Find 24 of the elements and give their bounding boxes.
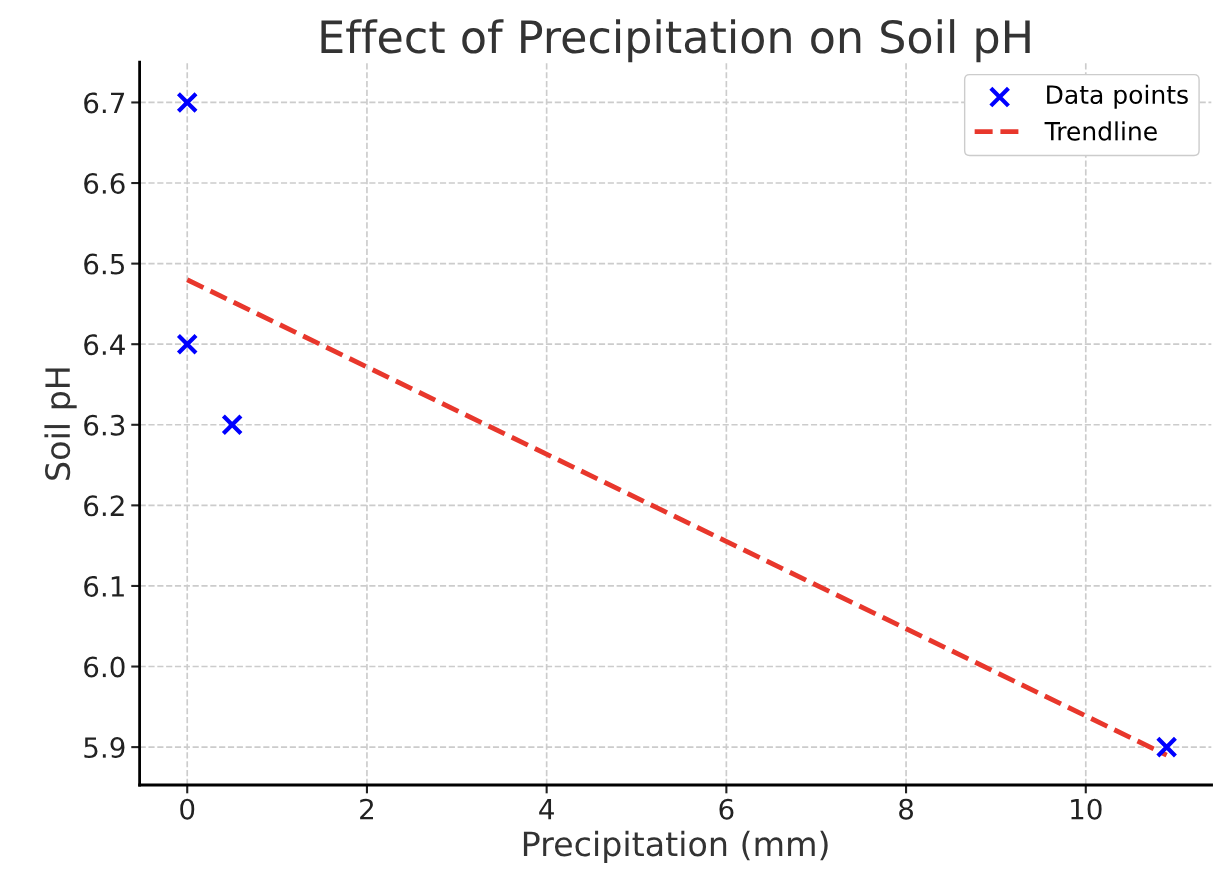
y-tick-label: 5.9 (84, 737, 125, 759)
point (221, 413, 244, 436)
x-tick-label: 4 (539, 799, 554, 820)
point (1155, 736, 1178, 758)
y-tick-label: 6.7 (84, 92, 125, 114)
y-tick-label: 6.6 (84, 172, 125, 194)
point (176, 91, 199, 114)
y-tick-label: 6.3 (84, 414, 125, 436)
legend-label: Data points (1047, 84, 1188, 109)
y-tick-label: 6.0 (84, 656, 125, 678)
y-tick-label: 6.1 (84, 575, 124, 597)
x-tick-label: 8 (899, 798, 913, 820)
y-tick-label: 6.5 (84, 253, 124, 275)
point (176, 333, 199, 356)
x-tick-label: 2 (360, 798, 373, 820)
y-axis-title: Soil pH (44, 368, 77, 480)
legend-label: Trendline (1044, 121, 1157, 141)
chart-title: Effect of Precipitation on Soil pH (321, 19, 1030, 63)
x-tick-label: 10 (1071, 798, 1102, 820)
x-tick-label: 0 (180, 798, 195, 820)
x-axis-title: Precipitation (mm) (523, 830, 828, 863)
x-tick-label: 6 (719, 798, 734, 820)
y-tick-label: 6.4 (84, 334, 125, 356)
y-tick-label: 6.2 (84, 495, 124, 517)
